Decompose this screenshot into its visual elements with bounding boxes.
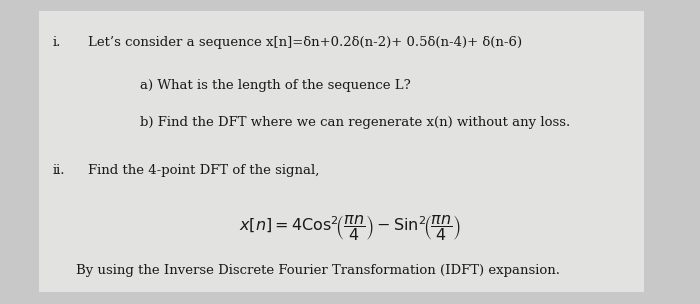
Text: b) Find the DFT where we can regenerate x(n) without any loss.: b) Find the DFT where we can regenerate … [140, 116, 570, 129]
Text: i.: i. [52, 36, 61, 50]
Text: a) What is the length of the sequence L?: a) What is the length of the sequence L? [140, 79, 411, 92]
Text: Let’s consider a sequence x[n]=δn+0.2δ(n-2)+ 0.5δ(n-4)+ δ(n-6): Let’s consider a sequence x[n]=δn+0.2δ(n… [88, 36, 522, 50]
Text: By using the Inverse Discrete Fourier Transformation (IDFT) expansion.: By using the Inverse Discrete Fourier Tr… [76, 264, 559, 278]
Text: $x[n] = 4\mathrm{Cos}^2\!\left(\dfrac{\pi n}{4}\right) - \mathrm{Sin}^2\!\left(\: $x[n] = 4\mathrm{Cos}^2\!\left(\dfrac{\p… [239, 213, 461, 243]
Text: ii.: ii. [52, 164, 65, 177]
Text: Find the 4-point DFT of the signal,: Find the 4-point DFT of the signal, [88, 164, 319, 177]
